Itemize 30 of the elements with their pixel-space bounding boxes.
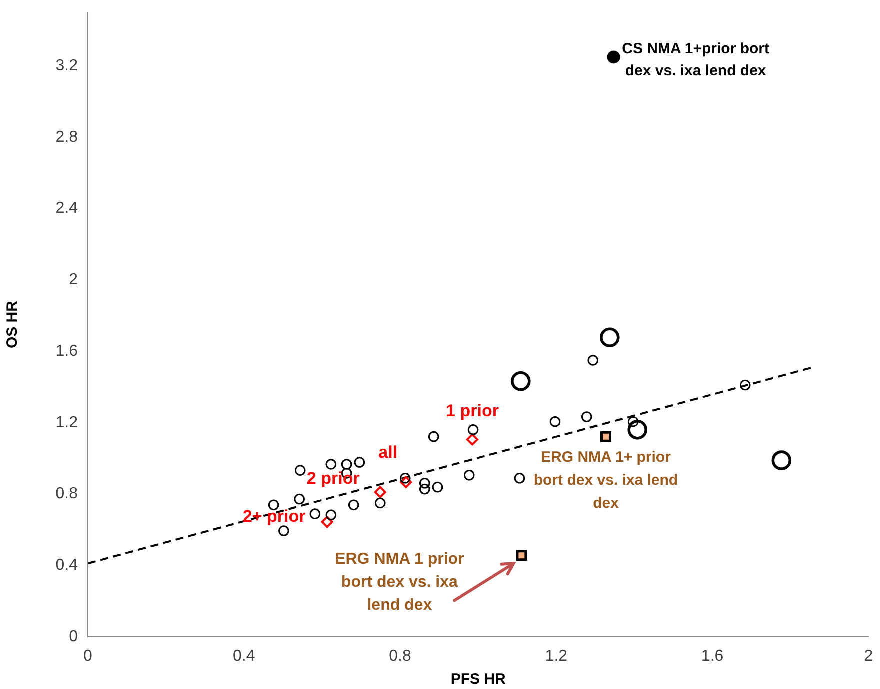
annotation: 2 prior	[306, 469, 360, 488]
text: ERG NMA 1+ prior bort dex vs. ixa lend dex	[534, 448, 678, 512]
point	[466, 434, 478, 446]
y-tick-label: 0.8	[56, 486, 78, 503]
x-tick-label: 1.2	[545, 648, 568, 666]
x-tick-label: 2	[864, 648, 874, 666]
text: ERG NMA 1 prior bort dex vs. ixa lend dex	[335, 551, 464, 614]
series-label: CS NMA 1+prior bort dex vs. ixa lend dex	[622, 40, 770, 80]
point	[600, 431, 612, 442]
x-tick-label: 0	[84, 648, 93, 666]
x-axis-title: PFS HR	[450, 671, 506, 688]
y-axis-title: OS HR	[4, 300, 22, 349]
y-tick-label: 1.2	[56, 414, 78, 432]
y-tick-label: 3.2	[56, 58, 78, 75]
x-tick-label: 0.8	[389, 648, 412, 666]
point	[607, 50, 620, 64]
point	[374, 486, 386, 498]
annotation: 2+ prior	[242, 506, 306, 526]
x-tick-label: 0.4	[233, 648, 256, 666]
y-tick-label: 2.4	[56, 200, 78, 218]
annotation: 1 prior	[446, 401, 500, 420]
x-tick-label: 1.6	[701, 648, 724, 666]
y-tick-label: 2	[69, 272, 78, 289]
annotation: all	[378, 443, 398, 462]
y-tick-label: 2.8	[56, 128, 78, 146]
y-tick-label: 0.4	[56, 557, 78, 574]
y-tick-label: 1.6	[56, 342, 78, 360]
point	[516, 550, 528, 562]
point	[321, 516, 334, 528]
y-tick-label: 0	[69, 628, 78, 646]
